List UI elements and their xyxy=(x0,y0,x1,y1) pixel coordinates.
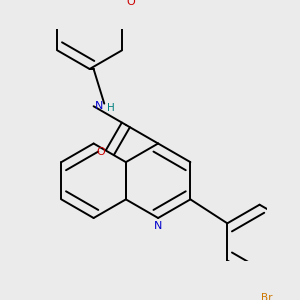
Text: Br: Br xyxy=(261,293,272,300)
Text: N: N xyxy=(154,221,162,231)
Text: O: O xyxy=(96,147,105,157)
Text: O: O xyxy=(127,0,135,8)
Text: H: H xyxy=(107,103,115,112)
Text: N: N xyxy=(95,101,103,111)
